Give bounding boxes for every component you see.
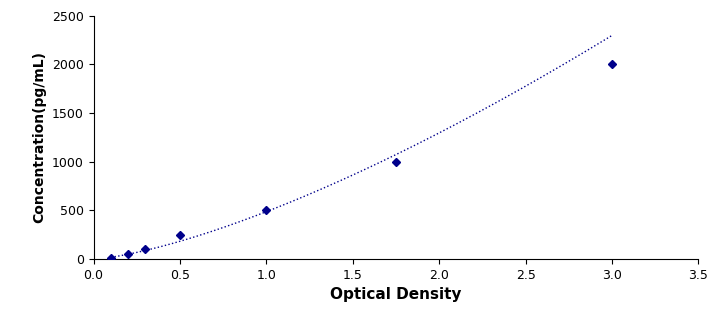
- X-axis label: Optical Density: Optical Density: [330, 287, 462, 302]
- Y-axis label: Concentration(pg/mL): Concentration(pg/mL): [32, 52, 47, 223]
